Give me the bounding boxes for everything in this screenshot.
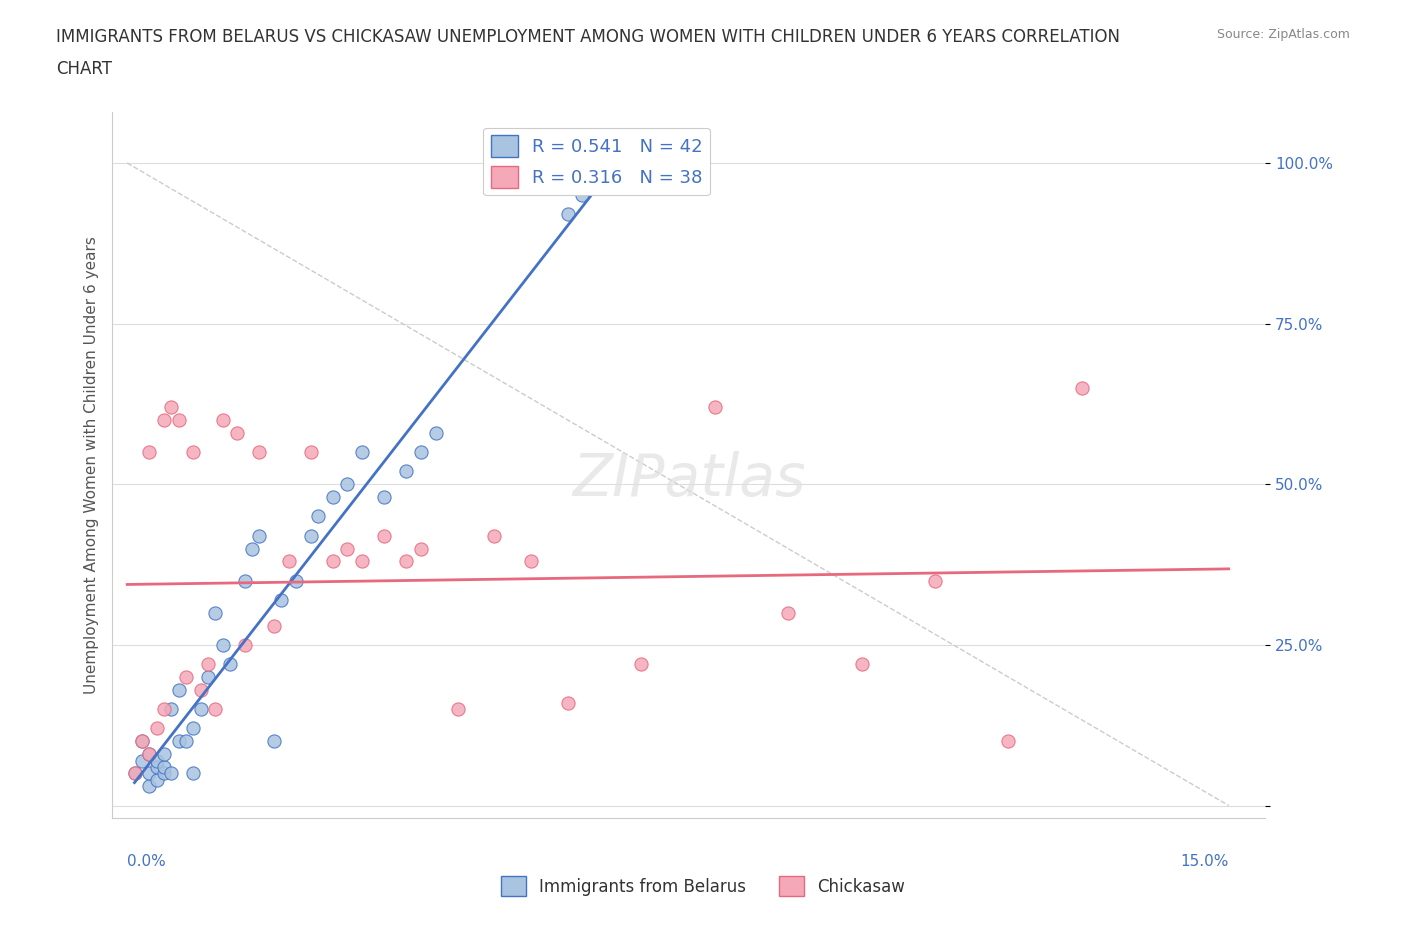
- Point: [851, 657, 873, 671]
- Point: [211, 637, 233, 652]
- Point: [277, 554, 299, 569]
- Point: [138, 445, 160, 459]
- Point: [181, 445, 204, 459]
- Point: [233, 573, 256, 588]
- Point: [167, 413, 190, 428]
- Point: [571, 188, 593, 203]
- Point: [145, 773, 167, 788]
- Point: [352, 554, 374, 569]
- Point: [263, 618, 285, 633]
- Point: [446, 702, 468, 717]
- Point: [160, 702, 183, 717]
- Point: [153, 747, 176, 762]
- Point: [219, 657, 242, 671]
- Point: [247, 528, 270, 543]
- Point: [247, 445, 270, 459]
- Point: [197, 670, 219, 684]
- Point: [373, 490, 395, 505]
- Point: [270, 592, 292, 607]
- Point: [145, 753, 167, 768]
- Point: [138, 747, 160, 762]
- Text: Source: ZipAtlas.com: Source: ZipAtlas.com: [1216, 28, 1350, 41]
- Point: [145, 760, 167, 775]
- Legend: R = 0.541   N = 42, R = 0.316   N = 38: R = 0.541 N = 42, R = 0.316 N = 38: [484, 127, 710, 195]
- Point: [124, 766, 146, 781]
- Point: [197, 657, 219, 671]
- Point: [138, 766, 160, 781]
- Point: [409, 445, 432, 459]
- Point: [167, 734, 190, 749]
- Point: [484, 528, 506, 543]
- Point: [190, 702, 212, 717]
- Point: [138, 778, 160, 793]
- Point: [181, 766, 204, 781]
- Point: [211, 413, 233, 428]
- Point: [703, 400, 725, 415]
- Text: ZIPatlas: ZIPatlas: [572, 451, 806, 508]
- Point: [557, 696, 579, 711]
- Point: [131, 734, 153, 749]
- Point: [285, 573, 308, 588]
- Point: [336, 477, 359, 492]
- Legend: Immigrants from Belarus, Chickasaw: Immigrants from Belarus, Chickasaw: [494, 870, 912, 903]
- Point: [395, 554, 418, 569]
- Point: [557, 207, 579, 222]
- Point: [924, 573, 946, 588]
- Text: CHART: CHART: [56, 60, 112, 78]
- Point: [145, 721, 167, 736]
- Point: [322, 554, 344, 569]
- Point: [1070, 380, 1092, 395]
- Point: [299, 528, 322, 543]
- Point: [153, 702, 176, 717]
- Point: [425, 425, 447, 440]
- Point: [204, 702, 226, 717]
- Point: [153, 766, 176, 781]
- Point: [167, 683, 190, 698]
- Text: 15.0%: 15.0%: [1180, 854, 1229, 869]
- Point: [174, 670, 197, 684]
- Point: [174, 734, 197, 749]
- Point: [593, 175, 616, 190]
- Point: [131, 753, 153, 768]
- Text: 0.0%: 0.0%: [127, 854, 166, 869]
- Point: [124, 766, 146, 781]
- Point: [520, 554, 543, 569]
- Point: [263, 734, 285, 749]
- Point: [373, 528, 395, 543]
- Point: [190, 683, 212, 698]
- Point: [352, 445, 374, 459]
- Point: [138, 747, 160, 762]
- Point: [997, 734, 1019, 749]
- Point: [322, 490, 344, 505]
- Point: [240, 541, 263, 556]
- Point: [233, 637, 256, 652]
- Point: [204, 605, 226, 620]
- Point: [307, 509, 329, 524]
- Point: [778, 605, 800, 620]
- Point: [630, 657, 652, 671]
- Text: IMMIGRANTS FROM BELARUS VS CHICKASAW UNEMPLOYMENT AMONG WOMEN WITH CHILDREN UNDE: IMMIGRANTS FROM BELARUS VS CHICKASAW UNE…: [56, 28, 1121, 46]
- Point: [299, 445, 322, 459]
- Point: [153, 413, 176, 428]
- Point: [131, 734, 153, 749]
- Point: [181, 721, 204, 736]
- Point: [336, 541, 359, 556]
- Point: [160, 400, 183, 415]
- Point: [409, 541, 432, 556]
- Point: [395, 464, 418, 479]
- Point: [160, 766, 183, 781]
- Point: [153, 760, 176, 775]
- Point: [226, 425, 249, 440]
- Y-axis label: Unemployment Among Women with Children Under 6 years: Unemployment Among Women with Children U…: [83, 236, 98, 694]
